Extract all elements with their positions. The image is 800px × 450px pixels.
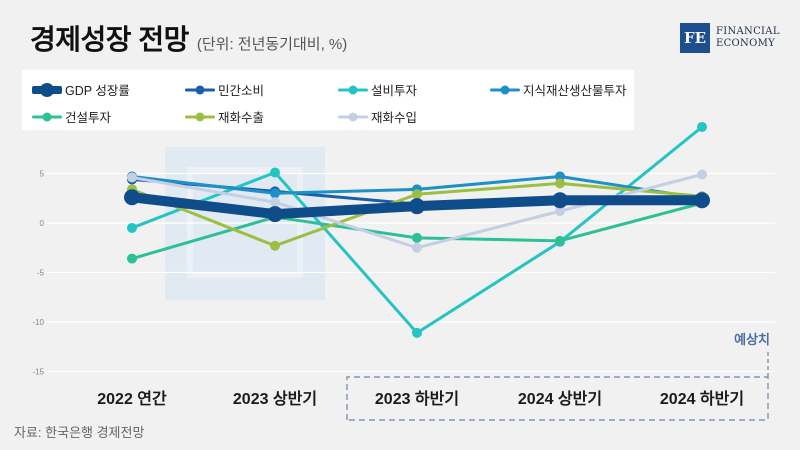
series-0-point: [552, 192, 568, 209]
forecast-label: 예상치: [734, 332, 770, 347]
series-2-point: [697, 121, 707, 132]
legend-item: 건설투자: [32, 107, 111, 126]
legend-swatch: [185, 110, 215, 124]
legend-swatch: [338, 83, 368, 97]
brand-logo: FE FINANCIAL ECONOMY: [680, 23, 780, 53]
series-4-point: [127, 253, 137, 264]
series-5-point: [555, 178, 565, 189]
series-6-point: [412, 242, 422, 253]
legend-label: 지식재산생산물투자: [523, 84, 627, 98]
x-tick-label: 2023 하반기: [375, 390, 459, 408]
y-tick-label: 5: [40, 170, 45, 179]
series-2-point: [127, 222, 137, 233]
series-6-point: [127, 172, 137, 183]
series-5-point: [412, 189, 422, 200]
legend-item: 재화수입: [338, 107, 417, 126]
legend-swatch: [32, 82, 62, 97]
legend-label: 건설투자: [65, 111, 112, 125]
logo-text: FINANCIAL ECONOMY: [716, 26, 780, 50]
source-note: 자료: 한국은행 경제전망: [14, 425, 145, 440]
y-tick-label: -10: [32, 318, 44, 327]
series-5-point: [270, 240, 280, 251]
series-6-point: [270, 197, 280, 208]
page-title: 경제성장 전망: [30, 24, 189, 55]
logo-line-1: FINANCIAL: [716, 26, 780, 37]
legend-label: 설비투자: [371, 84, 418, 98]
legend-item: 설비투자: [338, 80, 417, 99]
legend-swatch: [490, 83, 520, 97]
legend-label: 민간소비: [218, 84, 265, 98]
legend-item: 재화수출: [185, 107, 264, 126]
series-0-point: [694, 192, 710, 209]
y-tick-label: -5: [37, 269, 45, 278]
series-4-point: [412, 232, 422, 243]
series-2-point: [412, 327, 422, 338]
logo-mark: FE: [680, 23, 710, 53]
series-0-point: [409, 198, 425, 215]
y-tick-label: -15: [32, 368, 44, 377]
legend-swatch: [185, 83, 215, 97]
series-2-point: [270, 167, 280, 178]
legend-swatch: [338, 110, 368, 124]
series-3-point: [270, 188, 280, 199]
legend-swatch: [32, 110, 62, 124]
title-row: 경제성장 전망 (단위: 전년동기대비, %): [30, 18, 347, 58]
x-tick-label: 2024 하반기: [660, 390, 744, 408]
series-6-point: [697, 169, 707, 180]
x-tick-label: 2022 연간: [97, 390, 167, 408]
legend-item: 민간소비: [185, 80, 264, 99]
legend-label: 재화수입: [371, 111, 418, 125]
y-tick-label: 0: [40, 219, 45, 228]
series-3-point: [555, 171, 565, 182]
x-tick-label: 2024 상반기: [518, 390, 602, 408]
legend-label: GDP 성장률: [65, 84, 130, 98]
logo-line-2: ECONOMY: [716, 38, 776, 49]
series-6-point: [555, 206, 565, 217]
unit-label: (단위: 전년동기대비, %): [196, 36, 348, 53]
legend-item: 지식재산생산물투자: [490, 80, 627, 99]
legend-label: 재화수출: [218, 111, 265, 125]
x-tick-label: 2023 상반기: [233, 390, 317, 408]
series-0-point: [124, 189, 140, 206]
series-0-point: [267, 206, 283, 223]
legend-item: GDP 성장률: [32, 80, 130, 99]
series-4-point: [555, 235, 565, 246]
